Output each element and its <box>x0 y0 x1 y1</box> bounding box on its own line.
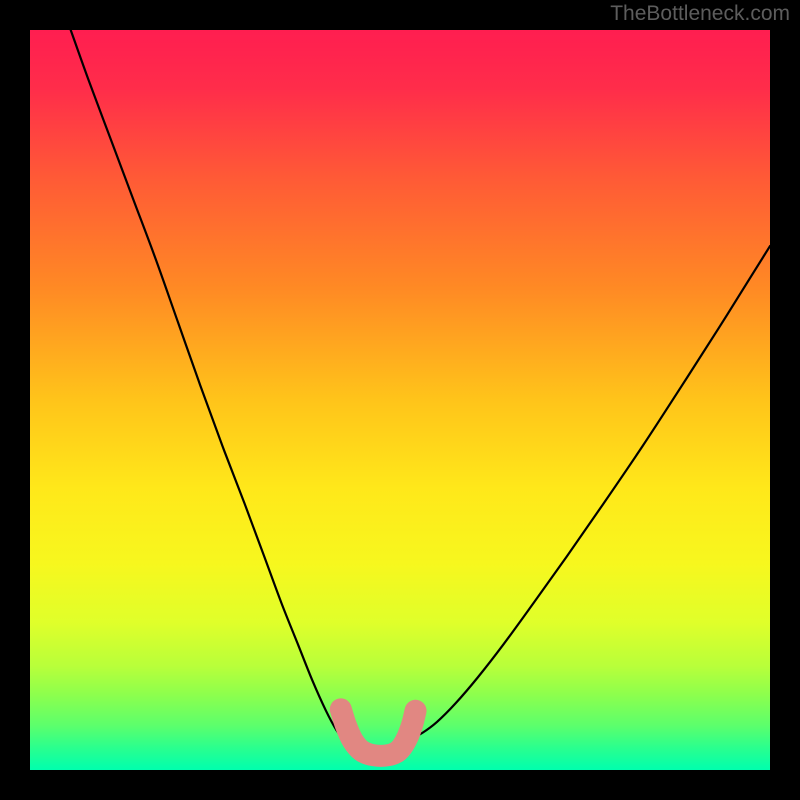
plot-background <box>30 30 770 770</box>
watermark-text: TheBottleneck.com <box>610 2 790 26</box>
chart-svg <box>30 30 770 770</box>
chart-container: TheBottleneck.com <box>0 0 800 800</box>
